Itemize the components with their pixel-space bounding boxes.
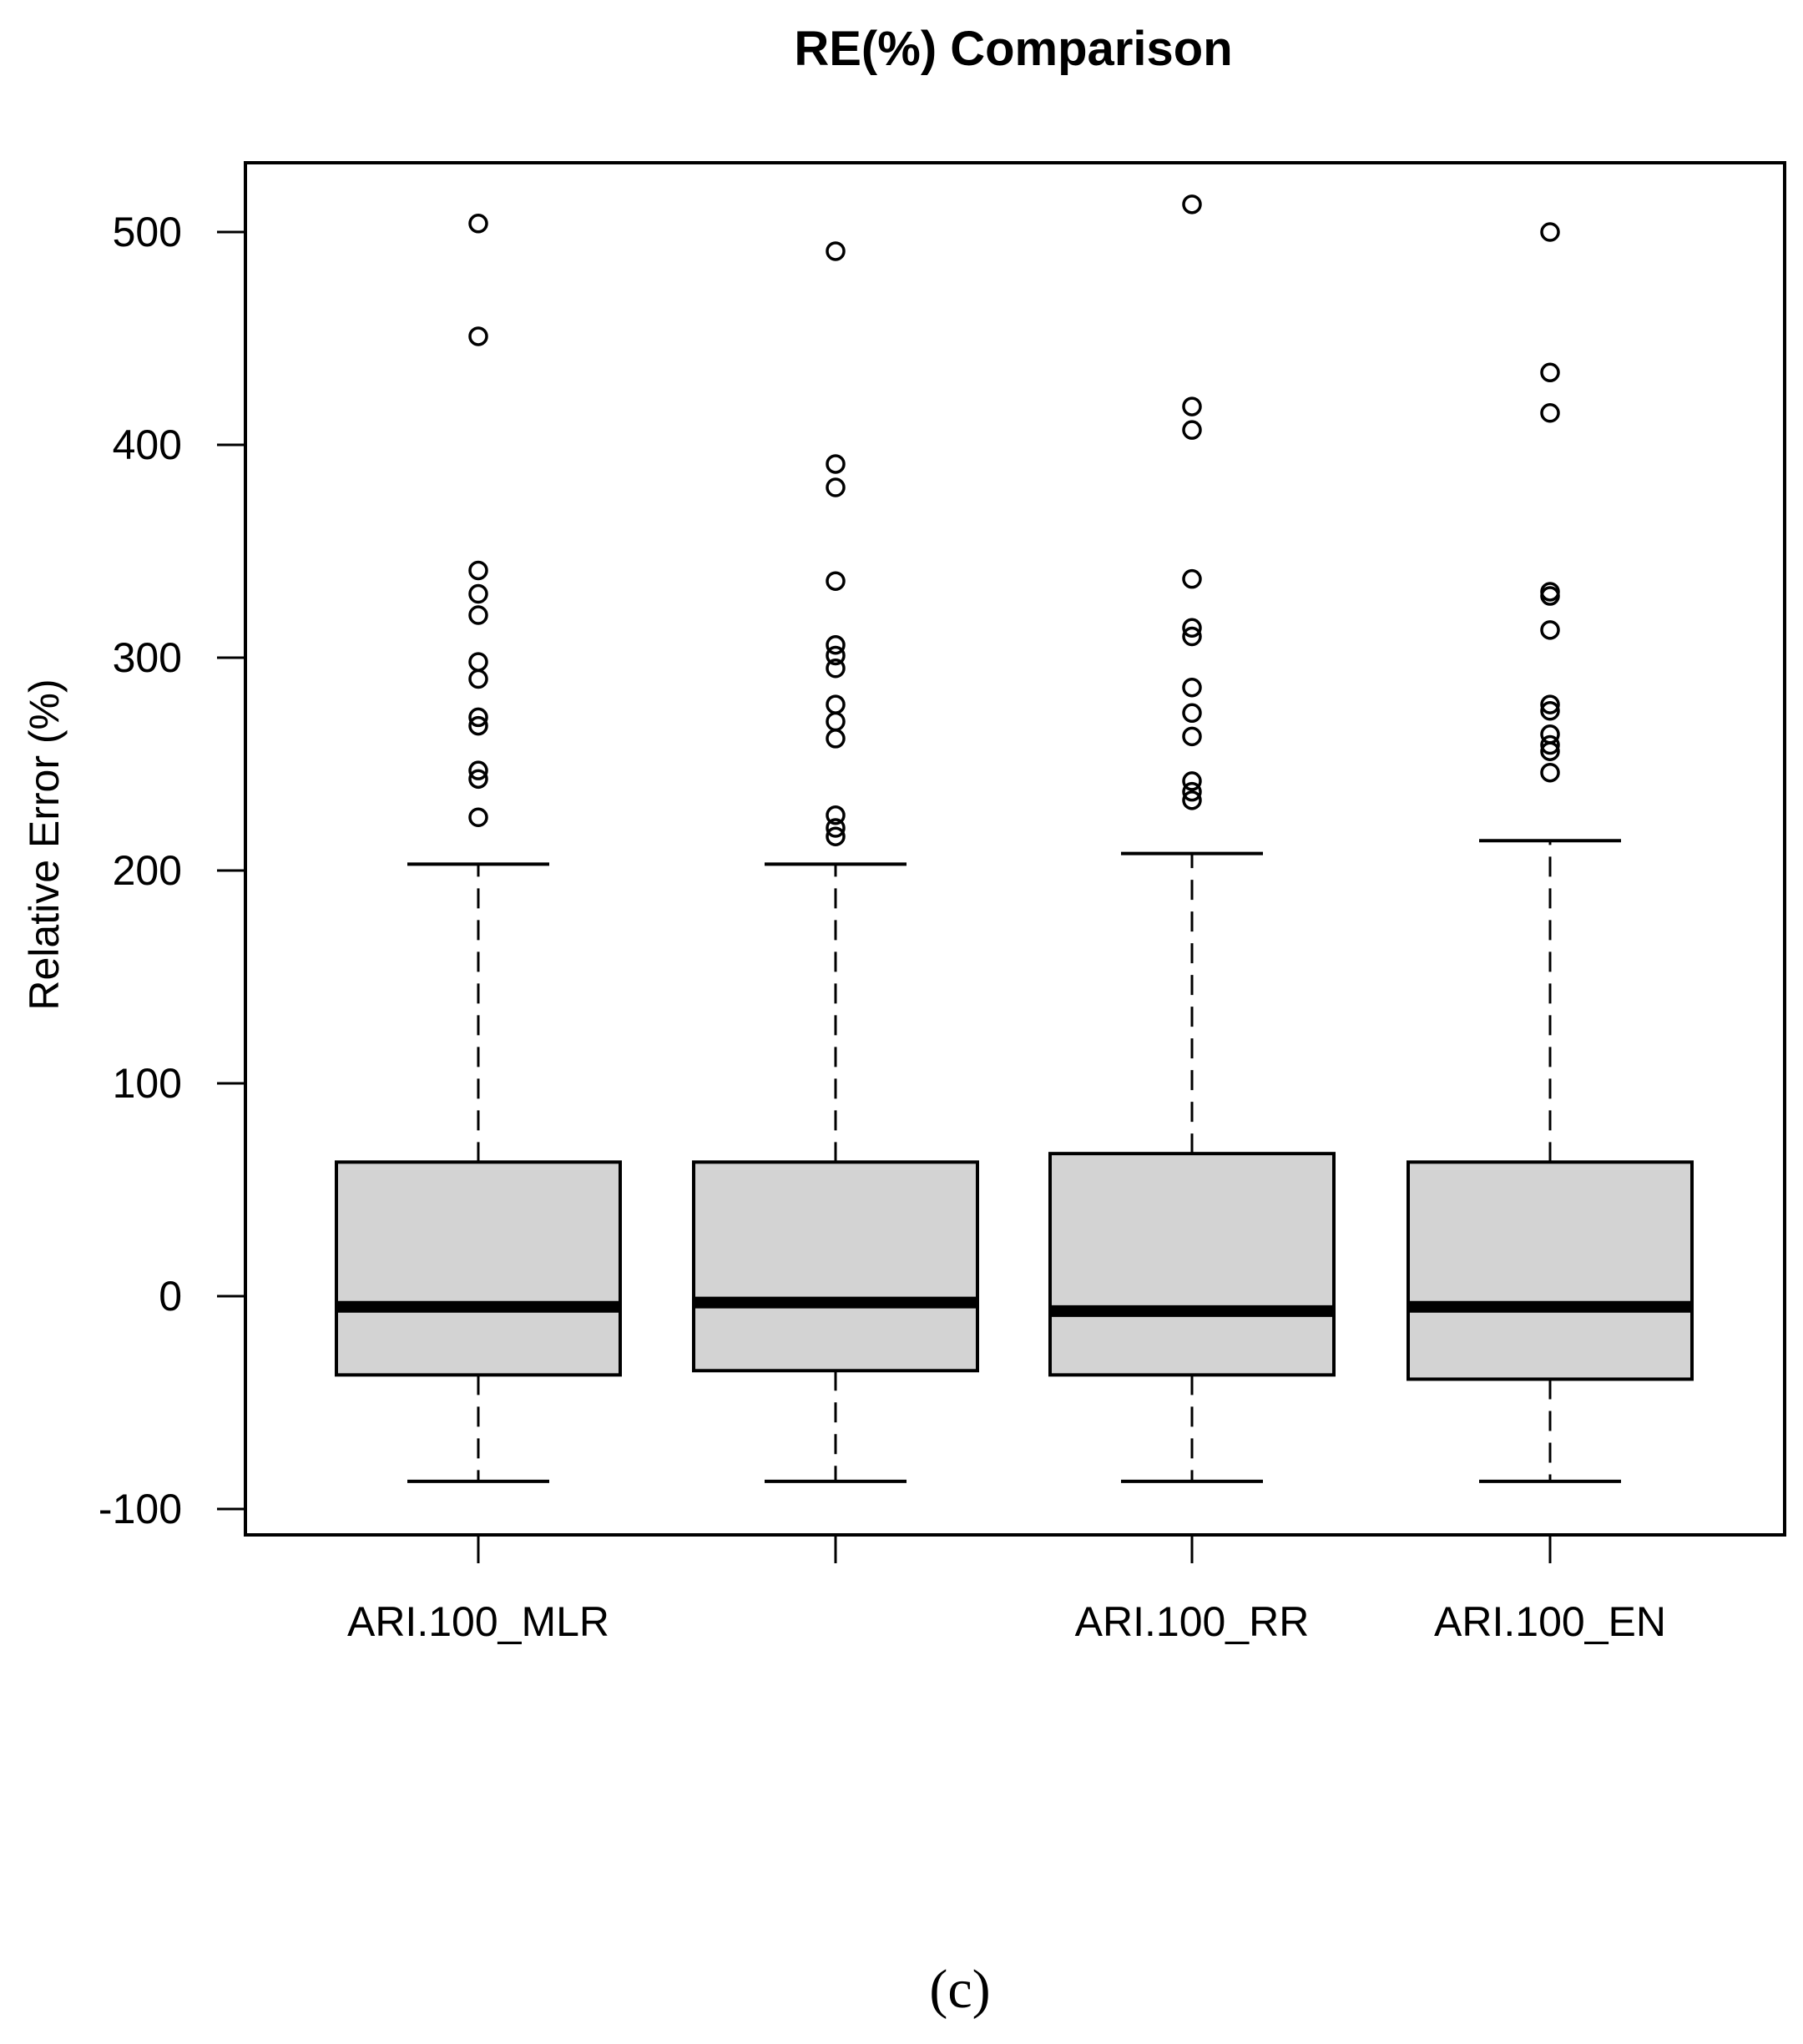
outlier-point	[1540, 222, 1560, 242]
outlier-point	[1540, 403, 1560, 423]
y-tick-label: -100	[98, 1486, 182, 1532]
outlier-point	[826, 645, 846, 666]
outlier-point	[1182, 790, 1202, 810]
outlier-point	[1182, 568, 1202, 589]
outlier-point	[826, 729, 846, 749]
outlier-point	[826, 454, 846, 474]
outlier-point	[468, 707, 488, 728]
outlier-point	[468, 214, 488, 234]
outlier-point	[826, 826, 846, 846]
outlier-point	[1182, 618, 1202, 638]
y-axis: -100 0 100 200 300 400 500	[98, 209, 245, 1532]
plot-frame	[244, 161, 1786, 1537]
iqr-box	[692, 1160, 979, 1373]
box-series-group	[335, 194, 1694, 1483]
outlier-point	[468, 605, 488, 625]
iqr-box	[1407, 1160, 1694, 1381]
outlier-point	[1540, 586, 1560, 606]
x-tick-label: ARI.100_EN	[1434, 1598, 1666, 1645]
outlier-point	[468, 769, 488, 790]
x-tick-label: ARI.100_MLR	[347, 1598, 609, 1645]
outlier-point	[826, 805, 846, 825]
iqr-box	[335, 1160, 622, 1377]
outlier-point	[468, 760, 488, 780]
outlier-point	[1540, 734, 1560, 755]
outlier-point	[826, 634, 846, 655]
y-tick-label: 200	[113, 847, 182, 894]
box-series	[1407, 222, 1694, 1483]
y-tick-label: 300	[113, 634, 182, 681]
y-tick-label: 400	[113, 421, 182, 468]
outlier-point	[1182, 420, 1202, 440]
outlier-point	[826, 571, 846, 591]
x-tick-label: ARI.100_RR	[1075, 1598, 1310, 1645]
outlier-point	[1182, 771, 1202, 791]
box-series	[1048, 194, 1336, 1483]
y-tick-label: 500	[113, 209, 182, 255]
outlier-point	[1182, 194, 1202, 214]
y-tick-label: 0	[159, 1273, 182, 1320]
outlier-point	[1540, 701, 1560, 721]
outlier-point	[826, 241, 846, 261]
box-series	[692, 241, 979, 1483]
outlier-point	[1182, 703, 1202, 724]
y-axis-label: Relative Error (%)	[21, 679, 68, 1010]
outlier-point	[826, 659, 846, 679]
outlier-point	[468, 326, 488, 346]
outlier-point	[468, 715, 488, 736]
outlier-point	[1182, 677, 1202, 698]
outlier-point	[1182, 626, 1202, 647]
box-series	[335, 214, 622, 1483]
outlier-point	[1182, 396, 1202, 416]
outlier-point	[1182, 726, 1202, 747]
outlier-point	[468, 560, 488, 581]
outlier-point	[1540, 762, 1560, 783]
outlier-point	[826, 694, 846, 714]
outlier-point	[468, 583, 488, 604]
outlier-point	[1540, 694, 1560, 714]
outlier-point	[1182, 781, 1202, 802]
outlier-point	[1540, 362, 1560, 383]
y-tick-label: 100	[113, 1060, 182, 1107]
outlier-point	[468, 807, 488, 827]
outlier-point	[826, 711, 846, 732]
figure-caption: (c)	[929, 1959, 990, 2020]
outlier-point	[468, 652, 488, 672]
outlier-point	[826, 477, 846, 497]
outlier-point	[826, 818, 846, 838]
chart-title: RE(%) Comparison	[794, 22, 1232, 76]
outlier-point	[1540, 741, 1560, 761]
iqr-box	[1048, 1152, 1336, 1377]
outlier-point	[1540, 620, 1560, 640]
x-axis: ARI.100_MLR ARI.100_RR ARI.100_EN	[347, 1535, 1666, 1645]
outlier-point	[468, 669, 488, 689]
